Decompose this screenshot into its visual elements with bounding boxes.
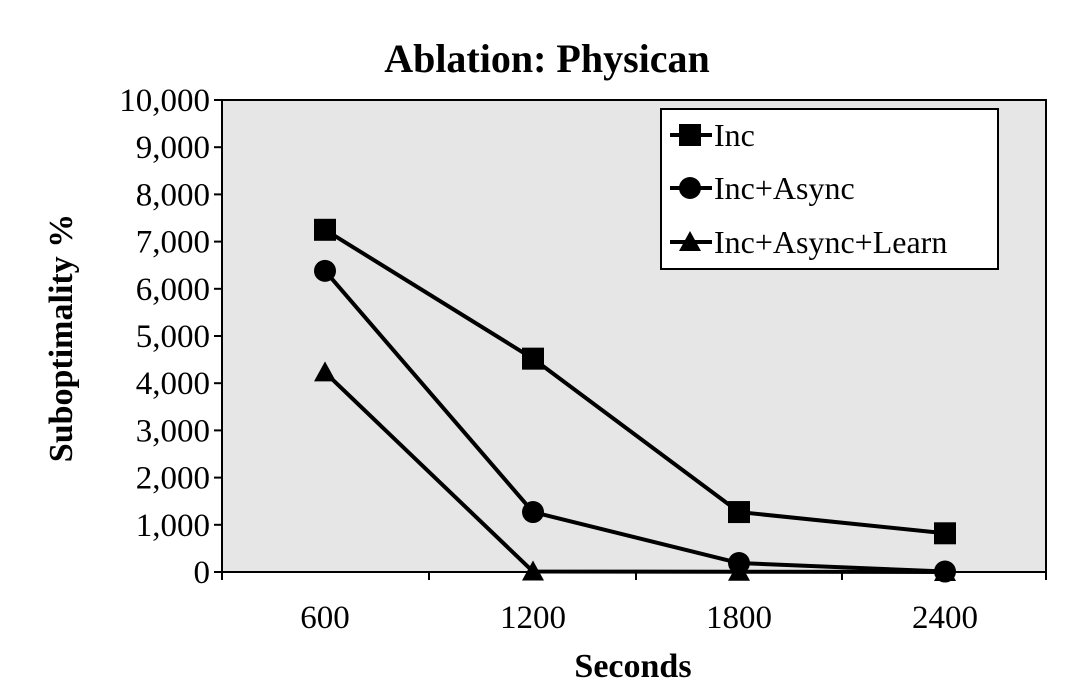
y-tick-label: 0: [194, 555, 211, 591]
y-tick-label: 4,000: [136, 366, 210, 402]
y-tick-label: 5,000: [136, 319, 210, 355]
legend: Inc Inc+Async Inc+Async+Learn: [660, 108, 999, 270]
series-line: [323, 370, 946, 574]
series-line: [323, 228, 946, 536]
series-square: [314, 218, 956, 545]
x-tick-label: 600: [300, 600, 350, 636]
legend-marker: [679, 231, 701, 251]
y-tick-label: 6,000: [136, 272, 210, 308]
data-point: [314, 259, 336, 282]
data-point: [522, 501, 544, 524]
data-point: [522, 560, 544, 581]
y-axis-label: Suboptimality %: [43, 214, 80, 462]
series-triangle: [314, 361, 956, 581]
y-tick-label: 2,000: [136, 461, 210, 497]
y-tick-label: 3,000: [136, 413, 210, 449]
y-tick-label: 9,000: [136, 130, 210, 166]
y-tick-label: 10,000: [119, 83, 210, 119]
y-tick-label: 1,000: [136, 508, 210, 544]
x-axis-ticks: 600 1200 1800 2400: [221, 572, 1047, 636]
y-tick-label: 8,000: [136, 177, 210, 213]
x-axis-label: Seconds: [574, 648, 691, 685]
series-line: [323, 269, 946, 574]
legend-label: Inc+Async: [714, 170, 855, 206]
legend-marker: [679, 124, 701, 146]
data-point: [522, 347, 544, 370]
data-point: [314, 361, 336, 382]
data-point: [314, 218, 336, 241]
x-tick-label: 2400: [912, 600, 978, 636]
x-tick-label: 1800: [706, 600, 772, 636]
y-axis-ticks: 0 1,000 2,000 3,000 4,000 5,000 6,000 7,000 8,00…: [119, 83, 222, 591]
chart-title: Ablation: Physican: [384, 36, 710, 81]
legend-label: Inc+Async+Learn: [714, 224, 947, 260]
series-layer: [314, 218, 956, 583]
data-point: [934, 522, 956, 545]
legend-label: Inc: [714, 117, 755, 153]
data-point: [934, 561, 956, 581]
y-tick-label: 7,000: [136, 225, 210, 261]
legend-marker: [679, 177, 701, 199]
legend-box: [660, 108, 999, 270]
data-point: [728, 501, 750, 524]
data-point: [728, 560, 750, 581]
x-tick-label: 1200: [500, 600, 566, 636]
